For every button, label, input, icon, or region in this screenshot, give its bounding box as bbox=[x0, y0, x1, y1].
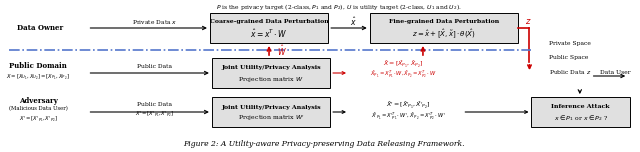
Text: $\hat{X}'=[\hat{X}'_{P_1},\hat{X}'_{P_2}]$: $\hat{X}'=[\hat{X}'_{P_1},\hat{X}'_{P_2}… bbox=[386, 99, 430, 111]
Text: Figure 2: A Utility-aware Privacy-preserving Data Releasing Framework.: Figure 2: A Utility-aware Privacy-preser… bbox=[184, 140, 465, 148]
Bar bbox=[210, 13, 328, 43]
Text: Private Space: Private Space bbox=[549, 41, 591, 47]
Text: Adversary: Adversary bbox=[19, 97, 58, 105]
Text: Data User: Data User bbox=[600, 69, 630, 74]
Text: Projection matrix $W'$: Projection matrix $W'$ bbox=[237, 113, 305, 123]
Text: Joint Utility/Privacy Analysis: Joint Utility/Privacy Analysis bbox=[221, 105, 321, 109]
Bar bbox=[212, 58, 330, 88]
Text: $P$ is the privacy target (2-class, $P_1$ and $P_2$), $U$ is utility target (2-c: $P$ is the privacy target (2-class, $P_1… bbox=[216, 2, 462, 12]
Text: Private Data $x$: Private Data $x$ bbox=[132, 18, 177, 26]
Text: $X=[X_{U_1},X_{U_2}]=[X_{P_1},X_{P_2}]$: $X=[X_{U_1},X_{U_2}]=[X_{P_1},X_{P_2}]$ bbox=[6, 72, 70, 82]
Text: Inference Attack: Inference Attack bbox=[552, 105, 610, 109]
Text: Joint Utility/Privacy Analysis: Joint Utility/Privacy Analysis bbox=[221, 66, 321, 71]
Text: $\hat{x} = x^T \cdot W$: $\hat{x} = x^T \cdot W$ bbox=[250, 28, 288, 40]
Bar bbox=[531, 97, 630, 127]
Text: Public Space: Public Space bbox=[549, 55, 589, 59]
Text: Data Owner: Data Owner bbox=[17, 24, 63, 32]
Text: $\hat{W}$: $\hat{W}$ bbox=[277, 44, 287, 58]
Text: $x \in P_1$ or $x \in P_2$ ?: $x \in P_1$ or $x \in P_2$ ? bbox=[554, 113, 608, 123]
Text: Public Domain: Public Domain bbox=[10, 62, 67, 70]
Text: $\hat{x}$: $\hat{x}$ bbox=[351, 16, 357, 28]
Text: (Malicious Data User): (Malicious Data User) bbox=[9, 106, 68, 112]
Text: $\hat{X}'_{P_1}=X'^T_{P_1} \cdot W', \hat{X}'_{P_2}=X'^T_{P_2} \cdot W'$: $\hat{X}'_{P_1}=X'^T_{P_1} \cdot W', \ha… bbox=[371, 110, 445, 122]
Text: $z = \hat{x} + [\hat{X}, \tilde{x}] \cdot \theta(\hat{X})$: $z = \hat{x} + [\hat{X}, \tilde{x}] \cdo… bbox=[412, 28, 476, 40]
Text: Projection matrix $W$: Projection matrix $W$ bbox=[238, 74, 304, 83]
Text: Coarse-grained Data Perturbation: Coarse-grained Data Perturbation bbox=[210, 19, 328, 24]
Text: Fine-grained Data Perturbation: Fine-grained Data Perturbation bbox=[388, 19, 499, 24]
Text: $X'=[X'_{P_1},X'_{P_2}]$: $X'=[X'_{P_1},X'_{P_2}]$ bbox=[135, 109, 174, 119]
Text: $X'=[X'_{P_1},X'_{P_2}]$: $X'=[X'_{P_1},X'_{P_2}]$ bbox=[19, 114, 58, 124]
Bar bbox=[212, 97, 330, 127]
Text: Public Data: Public Data bbox=[137, 64, 172, 69]
Text: $\hat{X}=[\hat{X}_{P_1},\hat{X}_{P_2}]$: $\hat{X}=[\hat{X}_{P_1},\hat{X}_{P_2}]$ bbox=[383, 58, 423, 70]
Text: Public Data $z$: Public Data $z$ bbox=[549, 68, 591, 76]
Text: Public Data: Public Data bbox=[137, 102, 172, 107]
Text: $z$: $z$ bbox=[525, 17, 532, 26]
Text: $\hat{X}_{P_1}=X_{P_1}^T \cdot W, \hat{X}_{P_2}=X_{P_2}^T \cdot W$: $\hat{X}_{P_1}=X_{P_1}^T \cdot W, \hat{X… bbox=[370, 68, 436, 80]
Bar bbox=[370, 13, 518, 43]
